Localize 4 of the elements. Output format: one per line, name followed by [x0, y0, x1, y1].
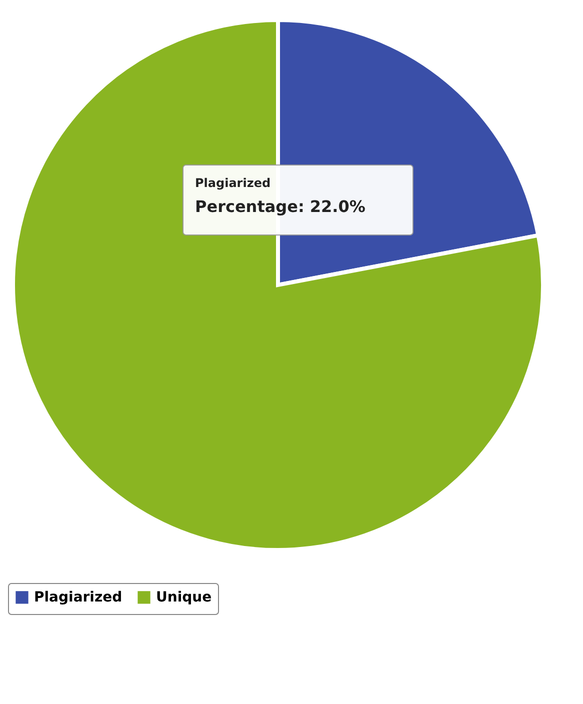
legend-label: Unique: [156, 589, 212, 606]
text: Percentage: 22.0%: [195, 197, 366, 216]
legend-label: Plagiarized: [34, 589, 122, 606]
text: Plagiarized: [195, 176, 271, 190]
